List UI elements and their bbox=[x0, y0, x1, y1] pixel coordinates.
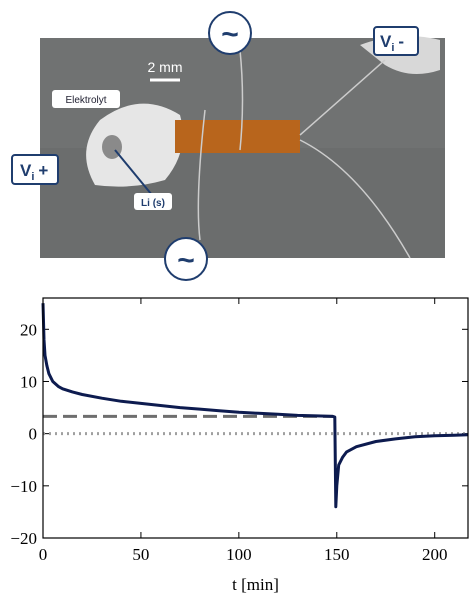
y-tick-label: 20 bbox=[20, 320, 37, 339]
scale-label: 2 mm bbox=[148, 59, 183, 75]
data-line bbox=[43, 303, 468, 507]
x-tick-label: 0 bbox=[39, 545, 48, 564]
photo: 2 mm Elektrolyt Li (s) Vi+ Vi- ~ ~ bbox=[12, 12, 445, 280]
electrolyte-label: Elektrolyt bbox=[65, 95, 106, 106]
x-tick-label: 50 bbox=[132, 545, 149, 564]
plot-frame bbox=[43, 298, 468, 538]
x-tick-label: 100 bbox=[226, 545, 252, 564]
x-tick-label: 200 bbox=[422, 545, 448, 564]
x-axis-label: t [min] bbox=[232, 575, 279, 594]
tilde-label: ~ bbox=[177, 244, 195, 277]
figure: 2 mm Elektrolyt Li (s) Vi+ Vi- ~ ~ −20−1… bbox=[0, 0, 471, 604]
tilde-label: ~ bbox=[221, 18, 239, 51]
y-tick-label: 0 bbox=[29, 425, 38, 444]
y-tick-label: 10 bbox=[20, 372, 37, 391]
y-tick-label: −20 bbox=[10, 529, 37, 548]
v: V bbox=[380, 32, 392, 51]
sub: i bbox=[391, 42, 394, 54]
lithium-label: Li (s) bbox=[141, 198, 165, 209]
v: V bbox=[20, 161, 32, 180]
x-tick-label: 150 bbox=[324, 545, 350, 564]
sign: - bbox=[398, 32, 404, 51]
sub: i bbox=[31, 171, 34, 183]
y-tick-label: −10 bbox=[10, 477, 37, 496]
sample-strip bbox=[175, 120, 300, 153]
sign: + bbox=[38, 161, 48, 180]
voltage-box bbox=[12, 155, 58, 184]
